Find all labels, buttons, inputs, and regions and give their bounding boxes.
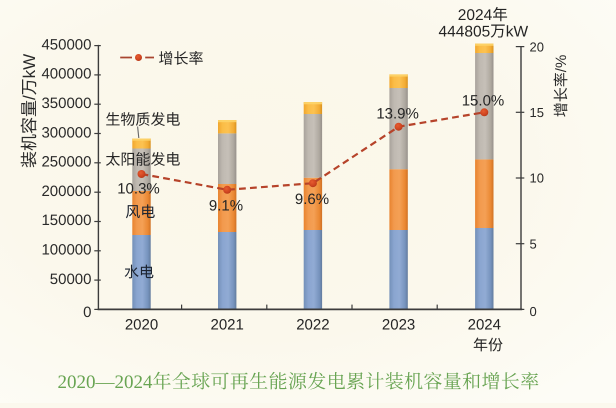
svg-text:10.3%: 10.3%: [117, 181, 160, 198]
svg-text:400000: 400000: [41, 66, 91, 83]
svg-text:/%: /%: [553, 55, 570, 73]
svg-text:kW: kW: [506, 23, 529, 40]
svg-text:10: 10: [530, 171, 544, 186]
svg-text:50000: 50000: [50, 271, 92, 288]
svg-text:250000: 250000: [41, 154, 91, 171]
svg-text:9.6%: 9.6%: [295, 191, 329, 208]
svg-text:5: 5: [530, 236, 537, 251]
svg-text:150000: 150000: [41, 212, 91, 229]
svg-text:15.0%: 15.0%: [462, 93, 505, 110]
svg-text:9.1%: 9.1%: [209, 198, 243, 215]
svg-text:100000: 100000: [41, 242, 91, 259]
svg-text:0: 0: [530, 304, 537, 319]
svg-text:350000: 350000: [41, 95, 91, 112]
svg-text:15: 15: [530, 105, 544, 120]
svg-text:2021: 2021: [211, 317, 244, 334]
svg-text:300000: 300000: [41, 124, 91, 141]
svg-text:2022: 2022: [296, 317, 329, 334]
svg-text:2020: 2020: [125, 317, 158, 334]
svg-text:450000: 450000: [41, 36, 91, 53]
svg-text:2024: 2024: [468, 317, 501, 334]
svg-text:0: 0: [83, 304, 91, 321]
svg-text:kW: kW: [20, 54, 39, 79]
svg-text:444805: 444805: [439, 23, 491, 40]
svg-text:200000: 200000: [41, 183, 91, 200]
svg-text:13.9%: 13.9%: [376, 105, 419, 122]
svg-text:2023: 2023: [382, 317, 415, 334]
svg-text:2020—2024: 2020—2024: [58, 372, 154, 393]
svg-text:20: 20: [530, 39, 544, 54]
svg-text:/: /: [20, 95, 39, 100]
svg-text:2024: 2024: [458, 7, 493, 24]
